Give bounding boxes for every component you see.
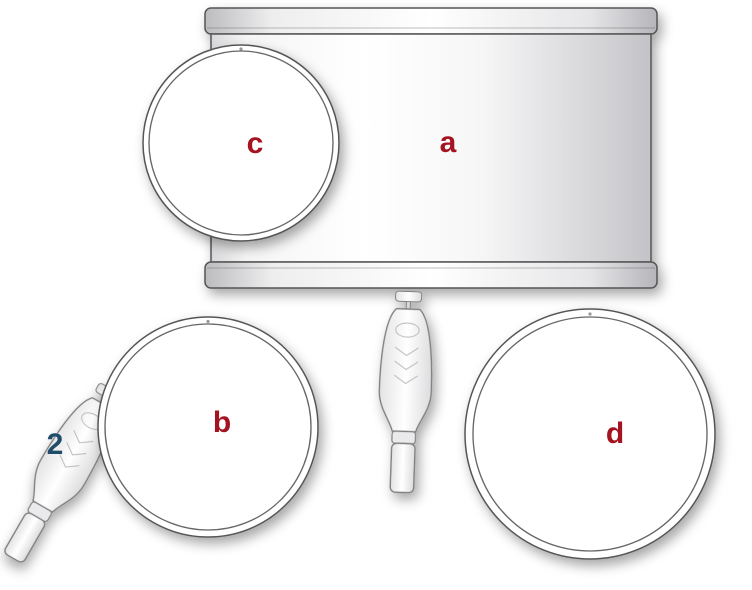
pedal-center [376,291,435,494]
drum-kit-diagram: a b c d 2 [0,0,752,590]
drum-c [143,45,339,241]
diagram-svg [0,0,752,590]
drum-d [465,309,715,559]
drum-b [98,317,318,537]
